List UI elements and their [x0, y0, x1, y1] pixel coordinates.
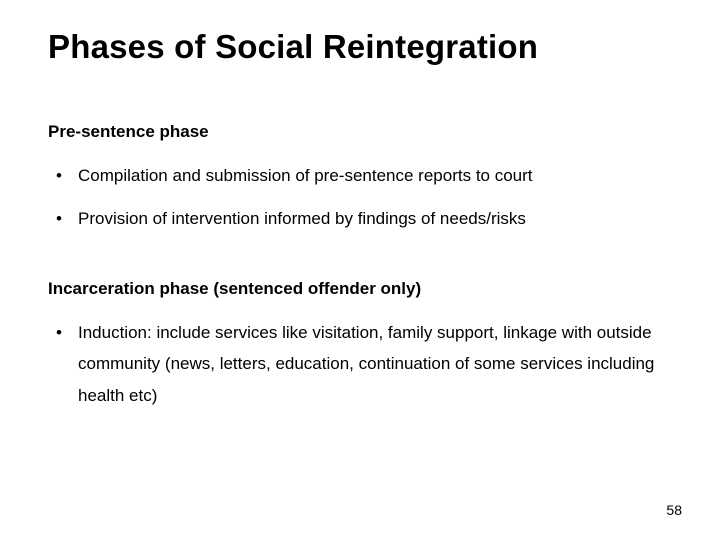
- section-pre-sentence: Pre-sentence phase Compilation and submi…: [48, 122, 672, 235]
- list-item: Compilation and submission of pre-senten…: [48, 160, 672, 191]
- section-incarceration: Incarceration phase (sentenced offender …: [48, 279, 672, 411]
- bullet-list: Induction: include services like visitat…: [48, 317, 672, 411]
- page-title: Phases of Social Reintegration: [48, 28, 672, 66]
- list-item: Induction: include services like visitat…: [48, 317, 672, 411]
- bullet-list: Compilation and submission of pre-senten…: [48, 160, 672, 235]
- slide: Phases of Social Reintegration Pre-sente…: [0, 0, 720, 540]
- page-number: 58: [666, 502, 682, 518]
- list-item: Provision of intervention informed by fi…: [48, 203, 672, 234]
- section-heading: Incarceration phase (sentenced offender …: [48, 279, 672, 299]
- section-heading: Pre-sentence phase: [48, 122, 672, 142]
